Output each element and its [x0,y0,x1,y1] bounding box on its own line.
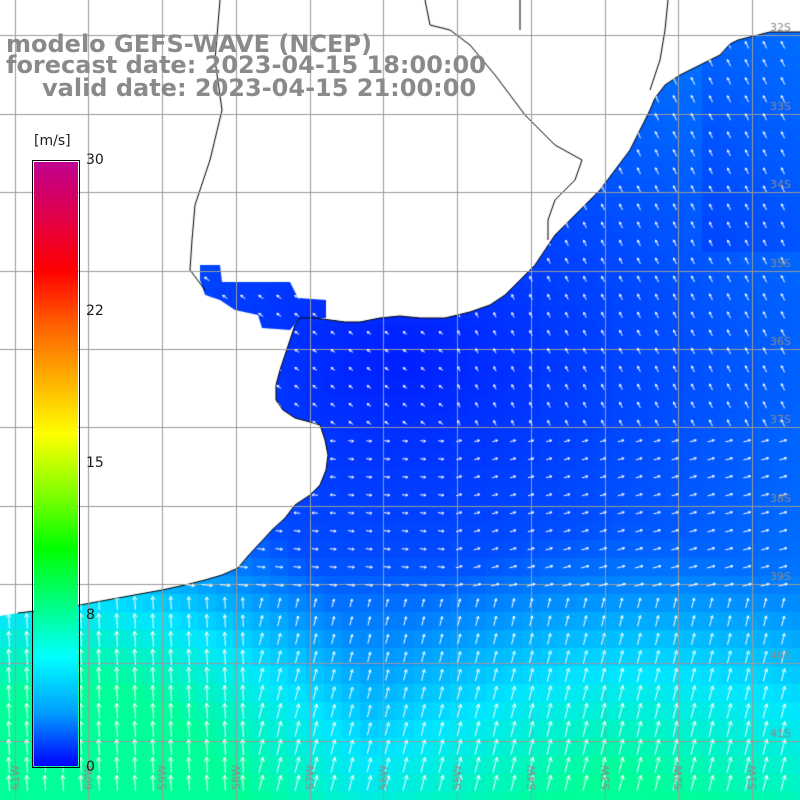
colorbar-tick: 8 [86,607,95,623]
colorbar-tick: 30 [86,152,104,168]
colorbar-gradient [34,162,78,766]
title-valid-date: valid date: 2023-04-15 21:00:00 [42,74,477,102]
colorbar-tick: 0 [86,759,95,775]
colorbar-tick: 15 [86,455,104,471]
colorbar-unit: [m/s] [34,133,71,149]
title-model: modelo GEFS-WAVE (NCEP) [6,30,372,58]
colorbar [32,160,80,768]
title-forecast-date: forecast date: 2023-04-15 18:00:00 [6,51,486,79]
colorbar-tick: 22 [86,303,104,319]
